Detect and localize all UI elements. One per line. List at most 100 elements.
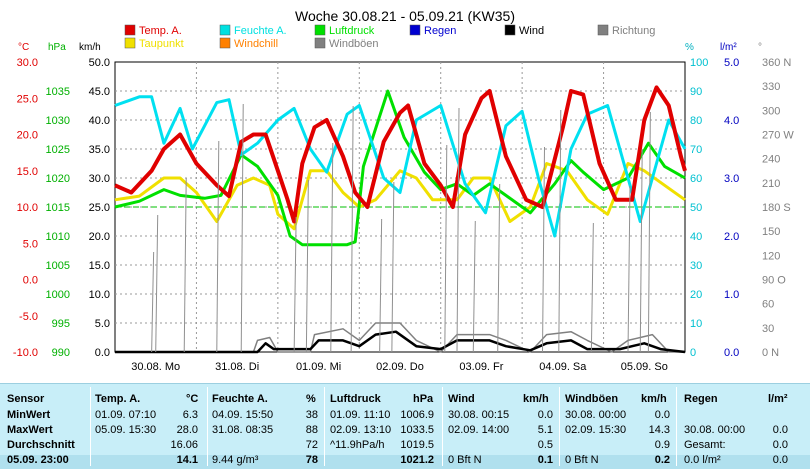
table-cell-press-v: 1021.2 [400, 454, 434, 466]
direction-mark [293, 216, 297, 353]
day-label: 31.08. Di [215, 361, 259, 373]
dir-tick: 120 [762, 250, 780, 262]
temp-tick: 0.0 [23, 275, 38, 287]
day-label: 01.09. Mi [296, 361, 341, 373]
day-label: 03.09. Fr [459, 361, 503, 373]
direction-mark [542, 146, 545, 353]
header-temp: Temp. A. [95, 393, 141, 405]
series-taupunkt [114, 162, 686, 231]
direction-mark [379, 218, 383, 353]
direction-mark [216, 140, 220, 353]
hum-tick: 80 [690, 115, 702, 127]
header-press-unit: hPa [413, 393, 434, 405]
hum-unit-label: % [685, 42, 694, 53]
table-cell-wind-v: 0.0 [537, 409, 553, 421]
header-hum-unit: % [306, 393, 316, 405]
table-cell-wind-v: 0.5 [537, 439, 553, 451]
hum-tick: 20 [690, 289, 702, 301]
press-tick: 1025 [46, 144, 70, 156]
table-cell-rain-v: 0.0 [772, 439, 788, 451]
temp-tick: 10.0 [17, 202, 38, 214]
dir-unit-label: ° [758, 42, 762, 53]
legend-swatch [409, 24, 421, 36]
dir-tick: 330 [762, 81, 780, 93]
table-cell-gust-v: 0.2 [654, 454, 670, 466]
table-cell-hum-t: 04.09. 15:50 [212, 409, 274, 421]
dir-tick: 210 [762, 178, 780, 190]
table-cell-press-v: 1006.9 [400, 409, 434, 421]
hum-tick: 70 [690, 144, 702, 156]
speed-tick: 50.0 [89, 57, 110, 69]
dir-tick: 30 [762, 323, 774, 335]
speed-tick: 15.0 [89, 260, 110, 272]
hum-tick: 0 [690, 347, 696, 359]
rain-tick: 5.0 [724, 57, 739, 69]
legend-label: Wind [519, 25, 544, 37]
table-cell-label: Durchschnitt [7, 439, 75, 451]
speed-unit-label: km/h [79, 42, 101, 53]
rain-tick: 4.0 [724, 115, 739, 127]
rain-tick: 2.0 [724, 231, 739, 243]
speed-tick: 35.0 [89, 144, 110, 156]
table-cell-press-v: 1019.5 [400, 439, 434, 451]
speed-tick: 10.0 [89, 289, 110, 301]
rain-unit-label: l/m² [720, 42, 737, 53]
header-wind-unit: km/h [523, 393, 549, 405]
table-cell-wind-t: 0 Bft N [448, 454, 482, 466]
direction-mark [590, 222, 594, 353]
legend-label: Taupunkt [139, 38, 184, 50]
header-gust: Windböen [565, 393, 619, 405]
series-temp-a [114, 85, 687, 224]
col-divider [676, 387, 677, 466]
table-cell-rain-t: Gesamt: [684, 439, 726, 451]
hum-tick: 50 [690, 202, 702, 214]
direction-mark [240, 103, 244, 353]
direction-mark [305, 179, 309, 353]
hum-tick: 40 [690, 231, 702, 243]
direction-mark [183, 177, 187, 353]
table-cell-gust-t: 0 Bft N [565, 454, 599, 466]
stats-table: Sensor Temp. A. °C Feuchte A. % Luftdruc… [0, 383, 810, 469]
speed-tick: 30.0 [89, 173, 110, 185]
direction-mark [155, 214, 159, 353]
legend-swatch [124, 24, 136, 36]
axis-labels: °C hPa km/h% l/m² ° 30.0 25.0 20.0 15.0 10.0 5.0 0.… [13, 42, 794, 373]
day-label: 04.09. Sa [539, 361, 587, 373]
day-label: 02.09. Do [376, 361, 424, 373]
table-cell-press-t: 01.09. 11:10 [330, 409, 391, 421]
header-rain-unit: l/m² [768, 393, 788, 405]
table-cell-temp-t: 01.09. 07:10 [95, 409, 157, 421]
legend-label: Richtung [612, 25, 655, 37]
press-tick: 1030 [46, 115, 70, 127]
series-group [114, 85, 687, 354]
rain-tick: 1.0 [724, 289, 739, 301]
direction-mark [497, 183, 501, 353]
table-cell-rain-t: 0.0 l/m² [684, 454, 721, 466]
legend-label: Windböen [329, 38, 379, 50]
temp-tick: -10.0 [13, 347, 38, 359]
press-tick: 1010 [46, 231, 70, 243]
table-cell-hum-t: 9.44 g/m³ [212, 454, 259, 466]
hum-tick: 30 [690, 260, 702, 272]
table-cell-hum-v: 72 [305, 439, 318, 451]
table-cell-rain-t: 30.08. 00:00 [684, 424, 746, 436]
legend-swatch [314, 37, 326, 49]
direction-mark [444, 144, 448, 353]
table-cell-rain-v: 0.0 [772, 424, 788, 436]
direction-mark [350, 105, 354, 353]
speed-tick: 40.0 [89, 115, 110, 127]
dir-tick: 300 [762, 105, 780, 117]
direction-mark [330, 142, 334, 353]
table-cell-rain-v: 0.0 [772, 454, 788, 466]
table-cell-temp-v: 14.1 [176, 454, 198, 466]
table-cell-press-v: 1033.5 [400, 424, 434, 436]
table-cell-hum-v: 88 [305, 424, 318, 436]
table-cell-gust-v: 0.0 [654, 409, 670, 421]
direction-mark [472, 220, 476, 353]
legend-swatch [219, 37, 231, 49]
press-tick: 1035 [46, 86, 70, 98]
temp-tick: -5.0 [19, 311, 38, 323]
dir-tick: 60 [762, 299, 774, 311]
weather-chart: Woche 30.08.21 - 05.09.21 (KW35) Temp. A… [13, 8, 794, 373]
table-cell-press-t: ^11.9hPa/h [330, 439, 385, 451]
